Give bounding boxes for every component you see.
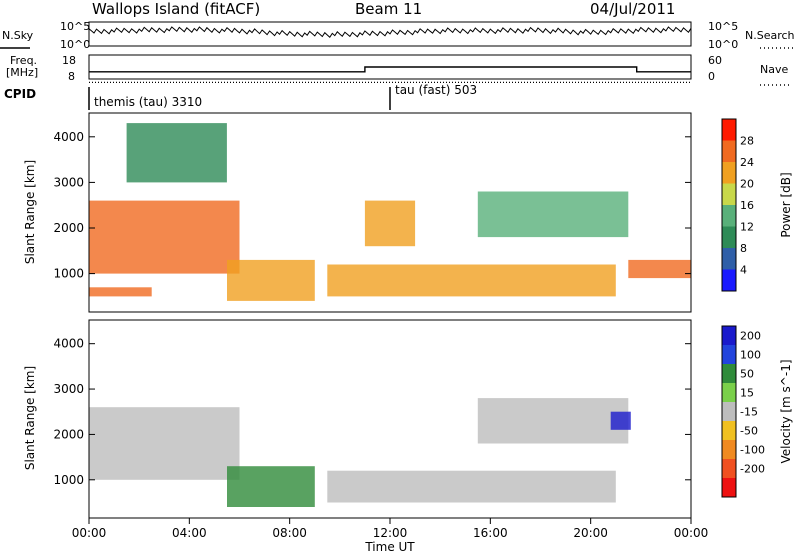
echo-band-4 bbox=[327, 264, 616, 297]
freq-tick-top: 18 bbox=[62, 54, 76, 67]
colorbar-tick-label: 8 bbox=[740, 242, 747, 255]
nave-tick-top: 60 bbox=[708, 54, 722, 67]
colorbar-tick-label: 200 bbox=[740, 330, 761, 343]
echo-band-3 bbox=[227, 466, 315, 507]
date-title: 04/Jul/2011 bbox=[590, 0, 675, 18]
x-tick-label: 08:00 bbox=[272, 526, 307, 540]
colorbar-tick-label: 15 bbox=[740, 387, 754, 400]
freq-label: Freq. bbox=[10, 54, 37, 67]
colorbar-cell bbox=[722, 421, 736, 440]
y-tick-label: 1000 bbox=[53, 473, 84, 487]
colorbar-cell bbox=[722, 205, 736, 227]
cpid-mode-1: themis (tau) 3310 bbox=[94, 95, 202, 109]
colorbar-cell bbox=[722, 383, 736, 402]
noise-tick-top-left: 10^5 bbox=[60, 20, 90, 33]
colorbar-tick-label: 100 bbox=[740, 349, 761, 362]
frequency-panel: Freq. [MHz] 18 8 60 0 Nave bbox=[6, 54, 790, 86]
noise-tick-top-right: 10^5 bbox=[708, 20, 738, 33]
colorbar-cell bbox=[722, 140, 736, 162]
power-echo-bands bbox=[89, 123, 691, 301]
beam-title: Beam 11 bbox=[355, 0, 422, 18]
colorbar-frame bbox=[721, 325, 737, 498]
nsky-label: N.Sky bbox=[2, 29, 34, 42]
colorbar-label: Power [dB] bbox=[779, 172, 793, 237]
noise-tick-bottom-left: 10^0 bbox=[60, 38, 90, 51]
power-frame bbox=[88, 112, 692, 313]
y-tick-label: 4000 bbox=[53, 130, 84, 144]
colorbar-tick-label: -15 bbox=[740, 406, 758, 419]
colorbar-cell bbox=[722, 269, 736, 291]
colorbar-tick-label: 28 bbox=[740, 135, 754, 148]
echo-band-2 bbox=[89, 407, 240, 480]
noise-panel: N.Sky 10^5 10^0 10^5 10^0 N.Search bbox=[0, 20, 796, 51]
colorbar-cell bbox=[722, 364, 736, 383]
colorbar-cell bbox=[722, 162, 736, 184]
colorbar-tick-label: -100 bbox=[740, 444, 765, 457]
station-title: Wallops Island (fitACF) bbox=[92, 0, 260, 18]
y-tick-label: 1000 bbox=[53, 267, 84, 281]
x-tick-label: 00:00 bbox=[72, 526, 107, 540]
colorbar-tick-label: 4 bbox=[740, 264, 747, 277]
x-tick-label: 04:00 bbox=[172, 526, 207, 540]
velocity-y-axis-label: Slant Range [km] bbox=[23, 366, 37, 470]
echo-band-9 bbox=[610, 411, 631, 430]
y-tick-label: 4000 bbox=[53, 337, 84, 351]
colorbar-cell bbox=[722, 326, 736, 345]
echo-band-8 bbox=[126, 123, 227, 183]
colorbar-cell bbox=[722, 440, 736, 459]
colorbar-cell bbox=[722, 248, 736, 270]
y-tick-label: 3000 bbox=[53, 382, 84, 396]
colorbar-cell bbox=[722, 459, 736, 478]
colorbar-cell bbox=[722, 402, 736, 421]
frequency-series-line bbox=[89, 66, 691, 73]
colorbar-tick-label: -50 bbox=[740, 425, 758, 438]
velocity-echo-bands bbox=[89, 398, 631, 507]
x-tick-label: 16:00 bbox=[473, 526, 508, 540]
echo-band-5 bbox=[364, 200, 416, 247]
noise-tick-bottom-right: 10^0 bbox=[708, 38, 738, 51]
echo-band-6 bbox=[477, 191, 629, 238]
cpid-mode-2: tau (fast) 503 bbox=[395, 83, 477, 97]
colorbar-cell bbox=[722, 345, 736, 364]
x-tick-label: 00:00 bbox=[674, 526, 709, 540]
x-axis-label: Time UT bbox=[364, 540, 415, 554]
colorbar-label: Velocity [m s^-1] bbox=[779, 359, 793, 463]
nsearch-label: N.Search bbox=[745, 29, 795, 42]
noise-series-line bbox=[88, 26, 692, 38]
echo-band-7 bbox=[628, 259, 691, 279]
colorbar-frame bbox=[721, 118, 737, 292]
colorbar-cell bbox=[722, 226, 736, 248]
echo-band-2 bbox=[89, 200, 240, 274]
colorbar-cell bbox=[722, 119, 736, 141]
colorbar-tick-label: 24 bbox=[740, 156, 754, 169]
colorbar-tick-label: 16 bbox=[740, 199, 754, 212]
colorbar-tick-label: -200 bbox=[740, 463, 765, 476]
nave-tick-bottom: 0 bbox=[708, 70, 715, 83]
colorbar-tick-label: 20 bbox=[740, 178, 754, 191]
cpid-panel: CPID themis (tau) 3310 tau (fast) 503 bbox=[4, 83, 477, 110]
power-y-axis-label: Slant Range [km] bbox=[23, 160, 37, 264]
velocity-panel: 1000 2000 3000 4000 Slant Range [km] 200 100… bbox=[23, 319, 793, 519]
cpid-label: CPID bbox=[4, 87, 36, 101]
power-panel: 1000 2000 3000 4000 Slant Range [km] 4 8 12 16… bbox=[23, 112, 793, 313]
y-tick-label: 2000 bbox=[53, 221, 84, 235]
colorbar-cell bbox=[722, 478, 736, 497]
x-tick-label: 12:00 bbox=[373, 526, 408, 540]
echo-band-3 bbox=[227, 259, 315, 301]
echo-band-4 bbox=[327, 470, 616, 503]
echo-band-6 bbox=[477, 398, 629, 444]
colorbar-tick-label: 12 bbox=[740, 221, 754, 234]
freq-unit-label: [MHz] bbox=[6, 66, 38, 79]
x-tick-label: 20:00 bbox=[573, 526, 608, 540]
freq-tick-bottom: 8 bbox=[68, 70, 75, 83]
y-tick-label: 3000 bbox=[53, 175, 84, 189]
colorbar-tick-label: 50 bbox=[740, 368, 754, 381]
nave-label: Nave bbox=[760, 63, 788, 76]
colorbar-cell bbox=[722, 183, 736, 205]
echo-band-1 bbox=[89, 287, 152, 297]
y-tick-label: 2000 bbox=[53, 427, 84, 441]
